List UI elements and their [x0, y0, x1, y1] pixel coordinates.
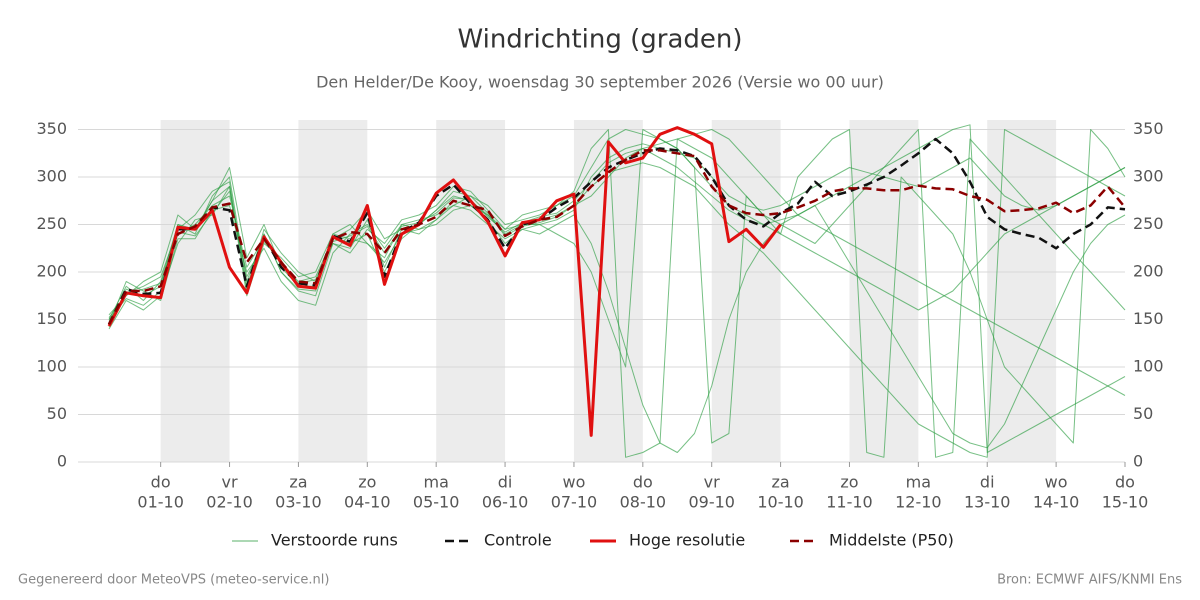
- y2-tick-label: 0: [1133, 452, 1143, 471]
- x-tick-label: ma: [906, 473, 931, 492]
- legend-label: Middelste (P50): [829, 531, 954, 550]
- x-tick-label: za: [289, 473, 307, 492]
- chart-subtitle: Den Helder/De Kooy, woensdag 30 septembe…: [316, 73, 884, 92]
- y2-tick-label: 350: [1133, 119, 1164, 138]
- x-tick-sublabel: 04-10: [344, 493, 391, 512]
- x-tick-sublabel: 14-10: [1033, 493, 1080, 512]
- y2-tick-label: 250: [1133, 214, 1164, 233]
- x-tick-sublabel: 10-10: [757, 493, 804, 512]
- y-tick-label: 100: [36, 357, 67, 376]
- chart-title: Windrichting (graden): [457, 25, 742, 55]
- day-band: [160, 120, 230, 462]
- x-tick-label: do: [1115, 473, 1135, 492]
- day-band: [436, 120, 506, 462]
- footer-left: Gegenereerd door MeteoVPS (meteo-service…: [18, 573, 329, 588]
- x-tick-label: di: [980, 473, 995, 492]
- y-tick-label: 250: [36, 214, 67, 233]
- series-line: [107, 137, 1126, 325]
- x-tick-label: za: [771, 473, 789, 492]
- x-tick-label: vr: [222, 473, 238, 492]
- day-band: [987, 120, 1057, 462]
- x-tick-label: do: [633, 473, 653, 492]
- y-tick-label: 50: [47, 404, 67, 423]
- ensemble-line: [108, 129, 1126, 458]
- x-tick-label: zo: [840, 473, 858, 492]
- series-line: [107, 126, 782, 437]
- x-tick-sublabel: 03-10: [275, 493, 322, 512]
- y-tick-label: 0: [57, 452, 67, 471]
- x-tick-sublabel: 02-10: [206, 493, 253, 512]
- y2-tick-label: 150: [1133, 309, 1164, 328]
- x-tick-sublabel: 13-10: [964, 493, 1011, 512]
- legend-label: Controle: [484, 531, 552, 550]
- x-tick-label: di: [498, 473, 513, 492]
- x-tick-label: zo: [358, 473, 376, 492]
- y2-tick-label: 300: [1133, 167, 1164, 186]
- x-tick-sublabel: 15-10: [1102, 493, 1149, 512]
- x-tick-sublabel: 06-10: [482, 493, 529, 512]
- x-tick-label: wo: [1045, 473, 1068, 492]
- y-tick-label: 350: [36, 119, 67, 138]
- x-tick-sublabel: 12-10: [895, 493, 942, 512]
- ensemble-line: [108, 186, 1126, 453]
- y2-tick-label: 100: [1133, 357, 1164, 376]
- x-tick-sublabel: 09-10: [688, 493, 735, 512]
- ensemble-line: [108, 129, 1126, 458]
- ensemble-line: [108, 129, 1126, 458]
- footer-right: Bron: ECMWF AIFS/KNMI Ens: [997, 573, 1182, 588]
- x-tick-sublabel: 11-10: [826, 493, 873, 512]
- x-tick-label: vr: [704, 473, 720, 492]
- day-band: [711, 120, 781, 462]
- y-tick-label: 150: [36, 309, 67, 328]
- y2-tick-label: 50: [1133, 404, 1153, 423]
- day-band: [298, 120, 368, 462]
- y2-tick-label: 200: [1133, 262, 1164, 281]
- x-tick-label: wo: [563, 473, 586, 492]
- x-tick-sublabel: 01-10: [137, 493, 184, 512]
- x-tick-sublabel: 07-10: [551, 493, 598, 512]
- x-tick-label: ma: [423, 473, 448, 492]
- x-tick-label: do: [151, 473, 171, 492]
- x-tick-sublabel: 05-10: [413, 493, 460, 512]
- y-tick-label: 300: [36, 167, 67, 186]
- y-tick-label: 200: [36, 262, 67, 281]
- legend-label: Verstoorde runs: [271, 531, 398, 550]
- legend-label: Hoge resolutie: [629, 531, 745, 550]
- x-tick-sublabel: 08-10: [620, 493, 667, 512]
